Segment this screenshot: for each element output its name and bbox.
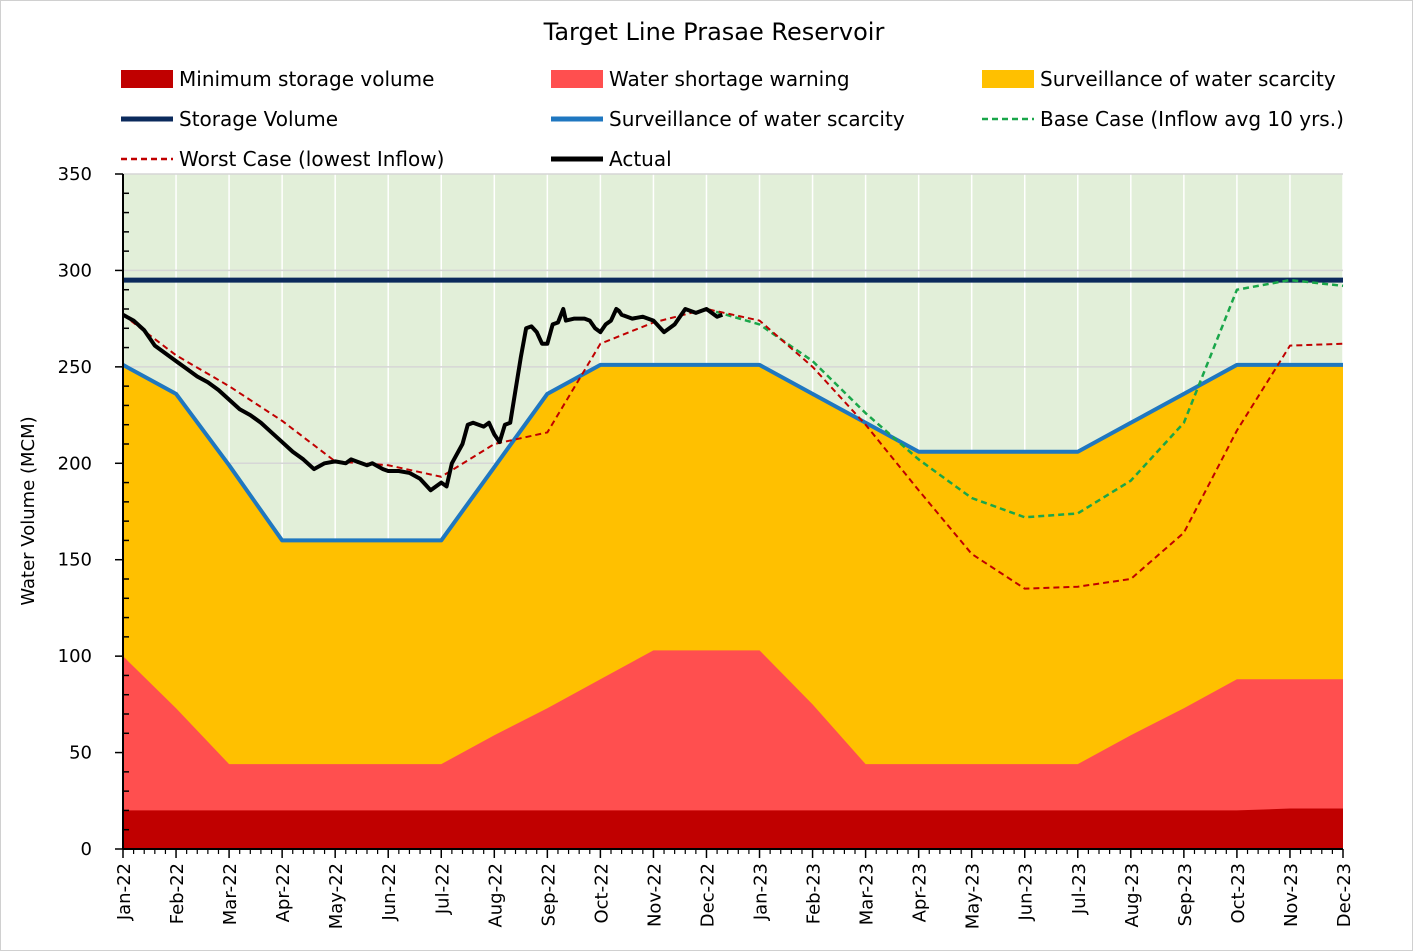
series-actual — [122, 307, 724, 493]
chart-title: Target Line Prasae Reservoir — [543, 18, 885, 46]
series-base-case-inflow-avg-10-yrs- — [706, 278, 1344, 519]
x-tick-label: Jan-23 — [751, 863, 772, 921]
y-tick-label: 50 — [69, 743, 92, 764]
series-surveillance-of-water-scarcity — [122, 362, 1343, 543]
x-tick-label: Dec-22 — [697, 863, 718, 927]
x-tick-label: Aug-23 — [1122, 863, 1143, 928]
x-tick-label: Apr-22 — [273, 863, 294, 922]
plot-area — [122, 173, 1344, 849]
x-tick-label: Mar-22 — [220, 863, 241, 925]
y-tick-label: 250 — [58, 357, 92, 378]
x-tick-label: Nov-23 — [1281, 863, 1302, 927]
y-tick-label: 200 — [58, 453, 92, 474]
x-tick-label: Mar-23 — [857, 863, 878, 925]
y-tick-label: 300 — [58, 260, 92, 281]
x-tick-label: Jan-22 — [114, 863, 135, 921]
legend-label: Minimum storage volume — [179, 67, 434, 91]
x-tick-label: May-22 — [326, 863, 347, 929]
legend-item: Surveillance of water scarcity — [982, 67, 1336, 91]
legend: Minimum storage volume Water shortage war… — [121, 67, 1344, 171]
x-tick-label: Feb-22 — [167, 863, 188, 924]
legend-label: Storage Volume — [179, 107, 338, 131]
legend-label: Surveillance of water scarcity — [609, 107, 905, 131]
x-tick-label: Jul-22 — [432, 863, 453, 915]
legend-item: Worst Case (lowest Inflow) — [121, 147, 444, 171]
band-surveillance-of-water-scarcity — [123, 364, 1343, 849]
axes: 0 50 100 150 200 250 300 350 Jan-22 Feb-22 Mar-22 A… — [58, 164, 1355, 929]
y-axis-title: Water Volume (MCM) — [18, 416, 39, 605]
x-tick-label: Jun-22 — [379, 863, 400, 922]
legend-label: Worst Case (lowest Inflow) — [179, 147, 444, 171]
x-tick-label: Oct-22 — [591, 863, 612, 924]
x-tick-label: Dec-23 — [1334, 863, 1355, 927]
x-tick-label: Aug-22 — [485, 863, 506, 928]
y-tick-label: 350 — [58, 164, 92, 185]
legend-item: Storage Volume — [121, 107, 338, 131]
legend-label: Water shortage warning — [609, 67, 850, 91]
legend-swatch — [121, 70, 173, 88]
x-tick-label: Jul-23 — [1069, 863, 1090, 915]
x-tick-label: Nov-22 — [644, 863, 665, 927]
legend-label: Base Case (Inflow avg 10 yrs.) — [1040, 107, 1344, 131]
legend-item: Water shortage warning — [551, 67, 850, 91]
legend-label: Actual — [609, 147, 672, 171]
series-worst-case-lowest-inflow- — [122, 308, 1344, 590]
legend-item: Actual — [551, 147, 672, 171]
x-tick-label: Sep-23 — [1175, 863, 1196, 926]
legend-swatch — [551, 70, 603, 88]
legend-label: Surveillance of water scarcity — [1040, 67, 1336, 91]
y-tick-label: 0 — [81, 839, 92, 860]
band-minimum-storage-volume — [123, 808, 1343, 849]
legend-item: Minimum storage volume — [121, 67, 434, 91]
x-tick-label: Apr-23 — [910, 863, 931, 922]
x-tick-label: May-23 — [963, 863, 984, 929]
band-water-shortage-warning — [123, 650, 1343, 849]
legend-swatch — [982, 70, 1034, 88]
y-tick-label: 100 — [58, 646, 92, 667]
x-tick-label: Jun-23 — [1016, 863, 1037, 922]
legend-item: Surveillance of water scarcity — [551, 107, 905, 131]
x-tick-label: Sep-22 — [538, 863, 559, 926]
legend-item: Base Case (Inflow avg 10 yrs.) — [982, 107, 1344, 131]
x-tick-label: Oct-23 — [1228, 863, 1249, 924]
x-tick-label: Feb-23 — [804, 863, 825, 924]
y-tick-label: 150 — [58, 550, 92, 571]
